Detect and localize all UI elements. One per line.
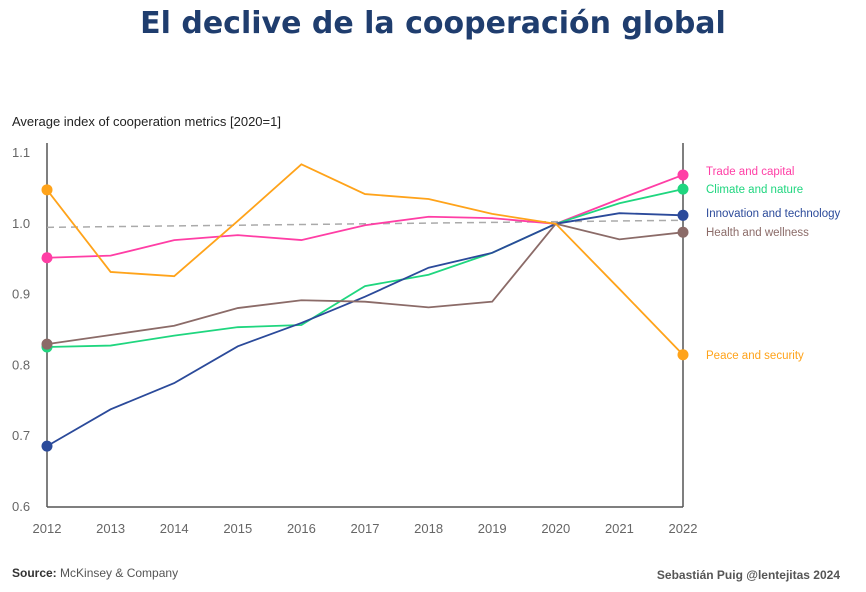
x-tick-label: 2013 (96, 521, 125, 536)
series-line-innovation-and-technology (46, 212, 684, 447)
start-point-peace-and-security (41, 184, 53, 196)
x-tick-label: 2015 (223, 521, 252, 536)
x-tick-label: 2018 (414, 521, 443, 536)
reference-line (46, 219, 684, 229)
start-point-trade-and-capital (41, 252, 53, 264)
y-tick-label: 1.0 (12, 216, 30, 231)
y-axis-label: Average index of cooperation metrics [20… (12, 114, 281, 129)
x-tick-label: 2021 (605, 521, 634, 536)
legend-label-trade-and-capital: Trade and capital (706, 166, 794, 178)
legend-label-health-and-wellness: Health and wellness (706, 227, 809, 239)
source-note: Source: McKinsey & Company (12, 566, 178, 580)
source-value: McKinsey & Company (60, 566, 179, 580)
end-point-trade-and-capital (677, 169, 689, 181)
series-line-peace-and-security (46, 163, 684, 356)
end-point-peace-and-security (677, 349, 689, 361)
series-line-climate-and-nature (46, 188, 684, 348)
start-point-health-and-wellness (41, 338, 53, 350)
end-point-health-and-wellness (677, 226, 689, 238)
y-tick-label: 0.6 (12, 499, 30, 514)
page-title: El declive de la cooperación global (140, 6, 726, 41)
legend-label-peace-and-security: Peace and security (706, 350, 804, 362)
legend-label-innovation-and-technology: Innovation and technology (706, 208, 841, 220)
y-tick-label: 0.9 (12, 287, 30, 302)
y-tick-label: 0.7 (12, 428, 30, 443)
x-tick-label: 2017 (351, 521, 380, 536)
x-tick-label: 2019 (478, 521, 507, 536)
y-tick-label: 1.1 (12, 145, 30, 160)
series-line-trade-and-capital (46, 174, 684, 259)
x-tick-label: 2014 (160, 521, 189, 536)
end-point-climate-and-nature (677, 183, 689, 195)
legend-label-climate-and-nature: Climate and nature (706, 184, 803, 196)
y-tick-label: 0.8 (12, 357, 30, 372)
x-tick-label: 2022 (669, 521, 698, 536)
start-point-innovation-and-technology (41, 440, 53, 452)
end-point-innovation-and-technology (677, 209, 689, 221)
series-line-health-and-wellness (46, 222, 684, 346)
x-tick-label: 2012 (33, 521, 62, 536)
author-credit: Sebastián Puig @lentejitas 2024 (656, 568, 840, 582)
x-tick-label: 2020 (541, 521, 570, 536)
source-label: Source: (12, 566, 57, 580)
x-tick-label: 2016 (287, 521, 316, 536)
